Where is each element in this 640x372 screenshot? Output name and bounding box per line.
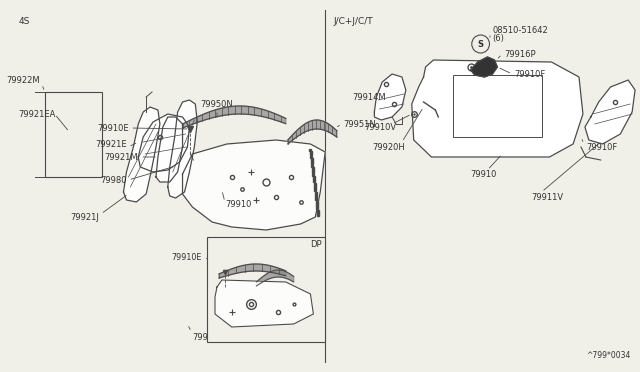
Text: 79910: 79910 [212, 323, 237, 331]
Polygon shape [288, 120, 337, 144]
Text: 79910F: 79910F [514, 70, 545, 78]
Text: 79910E: 79910E [172, 253, 202, 262]
Polygon shape [124, 107, 160, 202]
Text: 79911V: 79911V [532, 192, 564, 202]
Text: 79950N: 79950N [246, 257, 277, 266]
Text: 79921EA: 79921EA [19, 109, 56, 119]
Text: 79951N: 79951N [343, 119, 376, 128]
Text: 79910E: 79910E [97, 124, 129, 132]
Polygon shape [374, 74, 406, 120]
Bar [453, 75, 541, 137]
Polygon shape [182, 140, 325, 230]
Text: 79951N: 79951N [296, 263, 327, 272]
Text: 79921E: 79921E [95, 140, 127, 148]
Text: 79910V: 79910V [365, 122, 397, 131]
Polygon shape [168, 100, 197, 198]
Text: ^799*0034: ^799*0034 [586, 351, 630, 360]
Text: 79922M: 79922M [6, 76, 40, 84]
Text: 4S: 4S [19, 17, 29, 26]
Bar [45, 92, 102, 177]
Bar [207, 237, 325, 342]
Polygon shape [412, 60, 583, 157]
Polygon shape [182, 106, 286, 128]
Text: DP: DP [310, 240, 322, 249]
Text: 79950N: 79950N [200, 99, 234, 109]
Text: 08510-51642: 08510-51642 [492, 26, 548, 35]
Text: 79921J: 79921J [70, 212, 99, 221]
Text: 79980: 79980 [100, 176, 127, 185]
Polygon shape [138, 114, 189, 172]
Polygon shape [471, 57, 497, 77]
Text: (6): (6) [492, 33, 504, 42]
Polygon shape [219, 264, 286, 278]
Text: 79921M: 79921M [105, 153, 138, 161]
Text: 79910: 79910 [225, 199, 252, 208]
Text: 79923M: 79923M [193, 333, 226, 341]
Polygon shape [257, 270, 294, 286]
Text: 79910: 79910 [471, 170, 497, 179]
Text: S: S [477, 39, 484, 48]
Polygon shape [215, 280, 314, 327]
Polygon shape [156, 117, 182, 182]
Text: 79914M: 79914M [353, 93, 387, 102]
Text: 79916P: 79916P [504, 49, 536, 58]
Text: 79910F: 79910F [586, 142, 617, 151]
Text: 79920H: 79920H [372, 142, 405, 151]
Polygon shape [585, 80, 635, 144]
Text: J/C+J/C/T: J/C+J/C/T [333, 17, 372, 26]
